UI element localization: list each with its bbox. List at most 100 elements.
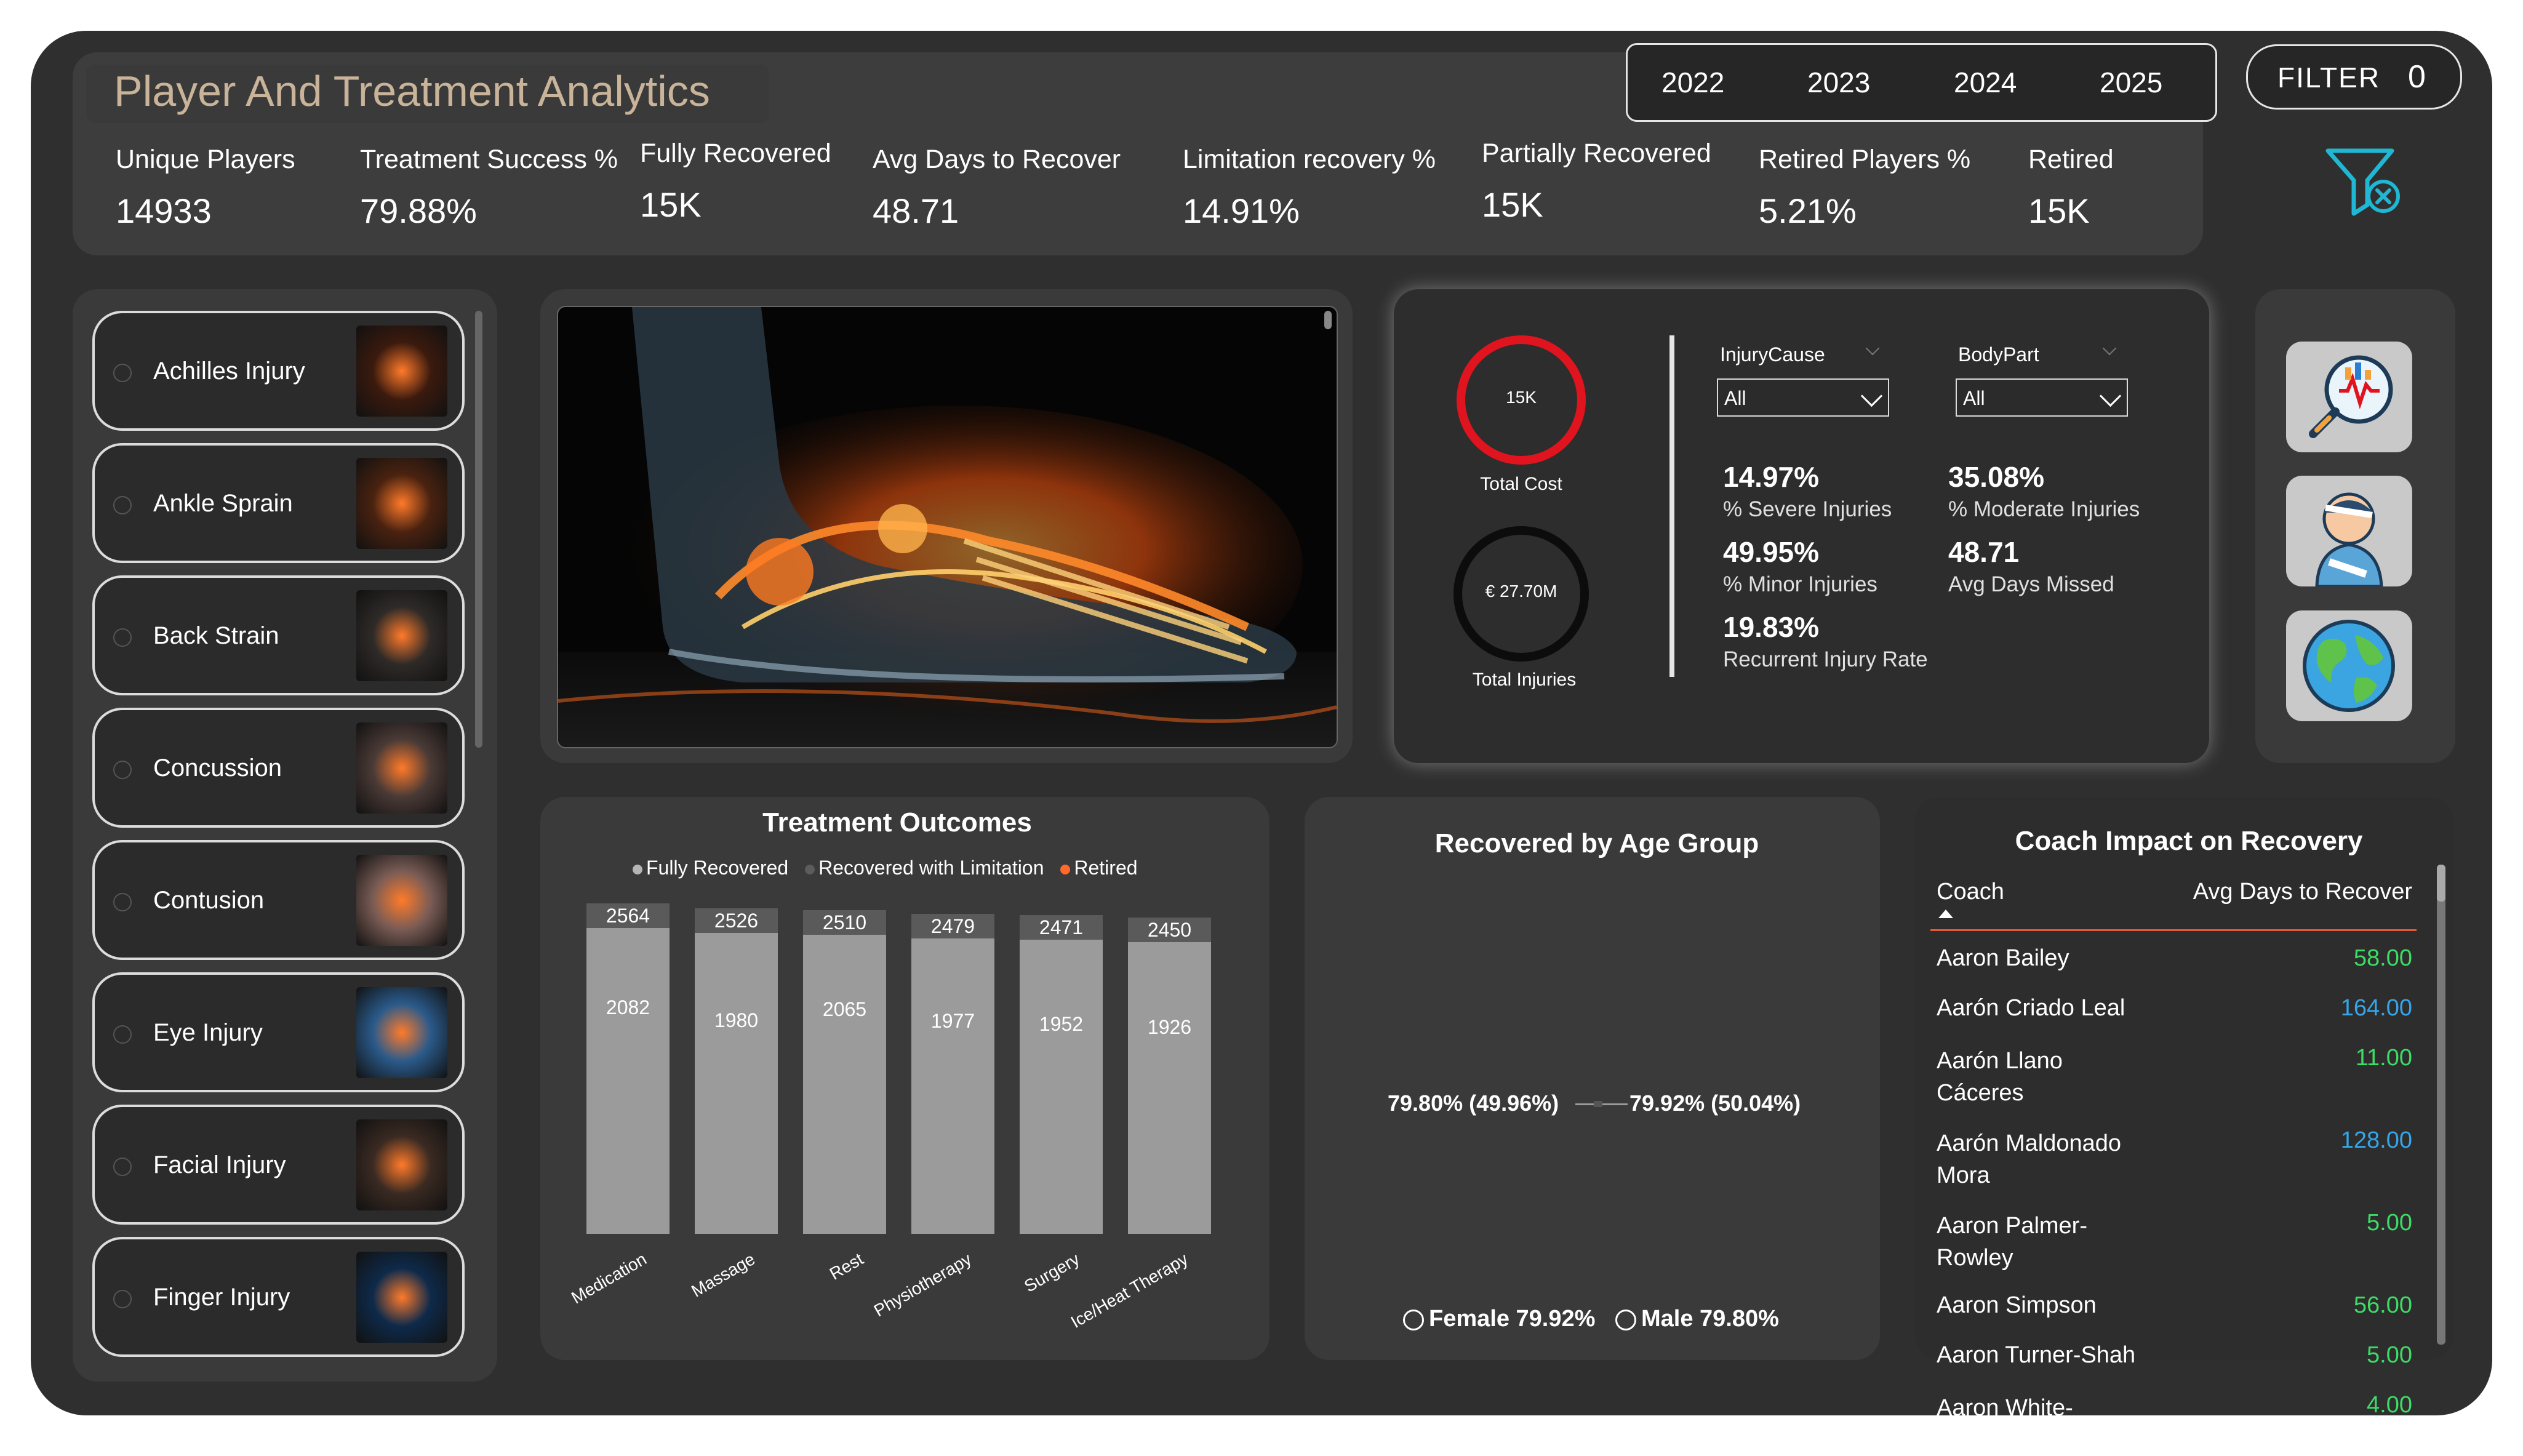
injury-label: Eye Injury	[153, 1019, 263, 1046]
coach-table-scroll-thumb[interactable]	[2437, 865, 2445, 902]
legend-dot-limitation	[805, 864, 815, 874]
bar[interactable]	[803, 910, 886, 1234]
year-2023-button[interactable]: 2023	[1807, 66, 1871, 98]
stat-label: % Severe Injuries	[1723, 497, 1892, 521]
stat-label: Recurrent Injury Rate	[1723, 647, 1928, 671]
bar-top-label: 2510	[803, 910, 886, 935]
kpi-value: 5.21%	[1759, 191, 1857, 230]
legend-recovered-limitation: Recovered with Limitation	[818, 857, 1044, 879]
injury-thumbnail	[356, 855, 447, 946]
injury-label: Ankle Sprain	[153, 490, 293, 517]
injury-select-circle[interactable]	[113, 628, 132, 647]
treatment-outcomes-title: Treatment Outcomes	[762, 807, 1032, 838]
chevron-down-icon	[2099, 385, 2122, 407]
injury-select-circle[interactable]	[113, 496, 132, 514]
bar-top-label: 2564	[586, 903, 670, 928]
kpi-label: Fully Recovered	[640, 138, 831, 168]
legend-item[interactable]: Recovered with Limitation	[805, 857, 1044, 879]
injury-select-circle[interactable]	[113, 761, 132, 779]
year-2022-button[interactable]: 2022	[1661, 66, 1725, 98]
injury-select-circle[interactable]	[113, 1290, 132, 1308]
legend-fully-recovered: Fully Recovered	[646, 857, 789, 879]
bar-value-label: 1980	[714, 1009, 759, 1031]
bar[interactable]	[695, 908, 778, 1234]
coach-name-cell: Aaron Turner-Shah	[1937, 1342, 2136, 1368]
legend-item-male[interactable]: Male 79.80%	[1615, 1306, 1779, 1332]
injury-list-scrollbar[interactable]	[475, 311, 482, 748]
bar[interactable]	[1128, 918, 1211, 1234]
analytics-tile[interactable]	[2286, 342, 2412, 452]
page-title: Player And Treatment Analytics	[114, 67, 710, 115]
injury-thumbnail	[356, 987, 447, 1078]
legend-dot-fully	[633, 864, 642, 874]
bar-top-label: 2471	[1020, 915, 1103, 940]
bar[interactable]	[911, 914, 994, 1234]
legend-item-female[interactable]: Female 79.92%	[1403, 1306, 1595, 1332]
coach-impact-panel	[1915, 797, 2453, 1360]
injury-card[interactable]: Concussion	[92, 708, 465, 828]
injury-thumbnail	[356, 326, 447, 417]
body-part-dropdown[interactable]: All	[1956, 378, 2128, 417]
bar-top-label: 2450	[1128, 918, 1211, 943]
bar[interactable]	[1020, 915, 1103, 1234]
coach-table-scrollbar[interactable]	[2437, 865, 2445, 1345]
stat-label: Avg Days Missed	[1948, 572, 2114, 596]
stat-value: 35.08%	[1948, 461, 2045, 493]
globe-tile[interactable]	[2286, 610, 2412, 721]
coach-name-cell: Aarón Maldonado Mora	[1937, 1130, 2121, 1188]
injury-card[interactable]: Facial Injury	[92, 1105, 465, 1225]
injury-card[interactable]: Finger Injury	[92, 1237, 465, 1357]
injury-card[interactable]: Achilles Injury	[92, 311, 465, 431]
injury-select-circle[interactable]	[113, 1158, 132, 1176]
injury-select-circle[interactable]	[113, 1025, 132, 1044]
year-2025-button[interactable]: 2025	[2100, 66, 2163, 98]
pie-slice-label-male: 79.92% (50.04%)	[1629, 1090, 1801, 1116]
sort-ascending-icon	[1938, 910, 1953, 918]
pie-slice-mark	[1594, 1101, 1602, 1107]
injury-thumbnail	[356, 722, 447, 814]
legend-item[interactable]: Fully Recovered	[633, 857, 788, 879]
injury-select-circle[interactable]	[113, 893, 132, 911]
injury-card[interactable]: Ankle Sprain	[92, 443, 465, 563]
avg-days-column-header[interactable]: Avg Days to Recover	[2193, 879, 2412, 905]
filter-count: 0	[2408, 59, 2426, 95]
legend-male-label: Male 79.80%	[1641, 1306, 1779, 1332]
analytics-icon	[2309, 355, 2393, 438]
stat-label: % Moderate Injuries	[1948, 497, 2140, 521]
kpi-label: Avg Days to Recover	[873, 145, 1121, 174]
legend-item[interactable]: Retired	[1060, 857, 1138, 879]
kpi-label: Retired	[2028, 145, 2114, 174]
body-part-label: BodyPart	[1958, 343, 2039, 366]
total-injuries-label: Total Injuries	[1472, 670, 1577, 690]
injury-card[interactable]: Back Strain	[92, 575, 465, 695]
bar-value-label: 2082	[606, 996, 650, 1018]
injury-label: Back Strain	[153, 622, 279, 649]
injury-select-circle[interactable]	[113, 364, 132, 382]
coach-name-cell: Aaron Palmer-Rowley	[1937, 1213, 2087, 1271]
avg-days-cell: 58.00	[2353, 945, 2412, 971]
coach-column-header[interactable]: Coach	[1937, 879, 2004, 905]
coach-name-cell: Aarón Llano Cáceres	[1937, 1048, 2063, 1106]
injury-label: Contusion	[153, 887, 265, 914]
coach-name-cell: Aaron Simpson	[1937, 1292, 2097, 1318]
avg-days-cell: 5.00	[2367, 1210, 2412, 1236]
year-slicer: 2022 2023 2024 2025	[1626, 43, 2217, 122]
injury-cause-label: InjuryCause	[1720, 343, 1825, 366]
filter-button[interactable]: FILTER 0	[2246, 44, 2462, 110]
injury-cause-dropdown[interactable]: All	[1717, 378, 1889, 417]
injured-player-tile[interactable]	[2286, 476, 2412, 588]
table-header-divider	[1930, 929, 2417, 931]
clear-filter-icon[interactable]	[2323, 145, 2409, 218]
foot-xray-image	[557, 306, 1338, 748]
year-2024-button[interactable]: 2024	[1954, 66, 2017, 98]
avg-days-cell: 128.00	[2340, 1127, 2412, 1153]
bar[interactable]	[586, 903, 670, 1234]
injury-card[interactable]: Contusion	[92, 840, 465, 960]
bar-value-label: 1926	[1147, 1016, 1192, 1039]
total-cost-value: 15K	[1506, 388, 1537, 407]
legend-female-label: Female 79.92%	[1429, 1306, 1596, 1332]
kpi-value: 15K	[2028, 191, 2090, 230]
kpi-label: Partially Recovered	[1482, 138, 1711, 168]
injury-card[interactable]: Eye Injury	[92, 972, 465, 1092]
total-cost-ring	[1457, 335, 1586, 465]
